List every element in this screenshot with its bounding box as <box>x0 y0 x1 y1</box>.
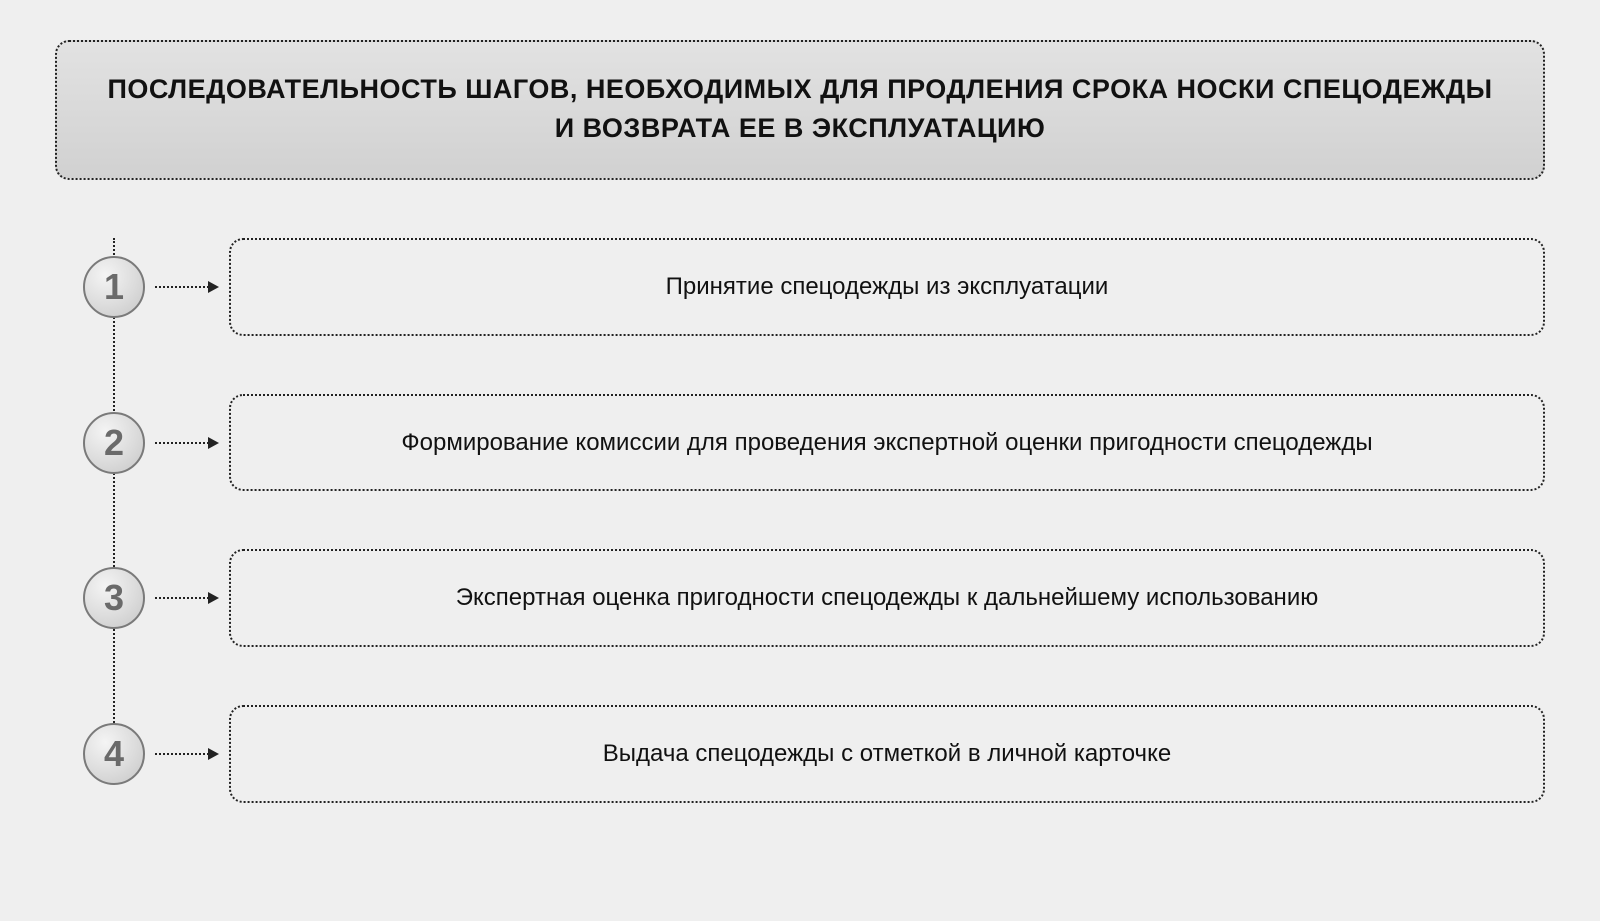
step-badge: 4 <box>83 723 145 785</box>
arrow-icon <box>155 286 217 288</box>
step-badge: 3 <box>83 567 145 629</box>
step-label: Принятие спецодежды из эксплуатации <box>261 270 1513 304</box>
diagram-title: ПОСЛЕДОВАТЕЛЬНОСТЬ ШАГОВ, НЕОБХОДИМЫХ ДЛ… <box>97 70 1503 148</box>
steps-area: 1 Принятие спецодежды из эксплуатации 2 … <box>55 238 1545 802</box>
step-row: 2 Формирование комиссии для проведения э… <box>111 394 1545 492</box>
diagram-canvas: ПОСЛЕДОВАТЕЛЬНОСТЬ ШАГОВ, НЕОБХОДИМЫХ ДЛ… <box>0 0 1600 921</box>
arrow-icon <box>155 442 217 444</box>
step-label: Экспертная оценка пригодности спецодежды… <box>261 581 1513 615</box>
step-badge: 1 <box>83 256 145 318</box>
title-box: ПОСЛЕДОВАТЕЛЬНОСТЬ ШАГОВ, НЕОБХОДИМЫХ ДЛ… <box>55 40 1545 180</box>
step-box: Формирование комиссии для проведения экс… <box>229 394 1545 492</box>
step-badge: 2 <box>83 412 145 474</box>
step-label: Формирование комиссии для проведения экс… <box>261 426 1513 460</box>
step-row: 3 Экспертная оценка пригодности спецодеж… <box>111 549 1545 647</box>
step-box: Экспертная оценка пригодности спецодежды… <box>229 549 1545 647</box>
arrow-icon <box>155 597 217 599</box>
step-box: Выдача спецодежды с отметкой в личной ка… <box>229 705 1545 803</box>
arrow-icon <box>155 753 217 755</box>
step-box: Принятие спецодежды из эксплуатации <box>229 238 1545 336</box>
step-row: 4 Выдача спецодежды с отметкой в личной … <box>111 705 1545 803</box>
step-row: 1 Принятие спецодежды из эксплуатации <box>111 238 1545 336</box>
step-label: Выдача спецодежды с отметкой в личной ка… <box>261 737 1513 771</box>
